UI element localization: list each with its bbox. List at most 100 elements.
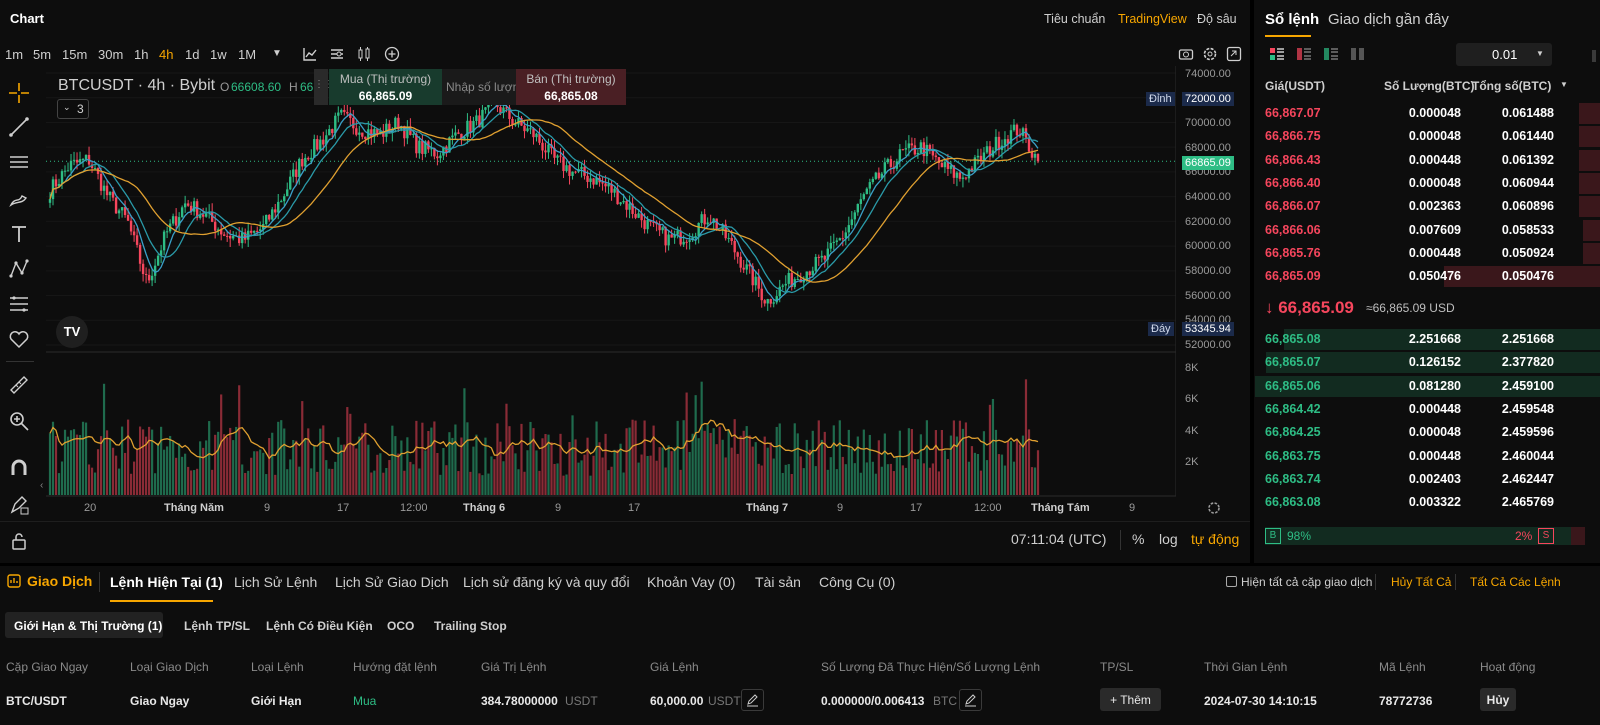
sell-market-button[interactable]: Bán (Thị trường) 66,865.08 <box>516 69 626 105</box>
bid-row[interactable]: 66,864.42 0.000448 2.459548 <box>1254 398 1600 421</box>
candle-body <box>832 241 835 243</box>
chevron-down-icon[interactable]: ▼ <box>272 48 282 59</box>
candles-icon[interactable] <box>356 46 372 62</box>
ask-row[interactable]: 66,867.07 0.000048 0.061488 <box>1254 102 1600 125</box>
camera-icon[interactable] <box>1178 46 1194 62</box>
bid-row[interactable]: 66,863.08 0.003322 2.465769 <box>1254 491 1600 514</box>
cancel-order-button[interactable]: Hủy <box>1480 688 1516 711</box>
bid-row[interactable]: 66,865.07 0.126152 2.377820 <box>1254 351 1600 374</box>
drag-handle-icon[interactable]: ⋮⋮ <box>314 69 334 105</box>
collapse-toolbar-icon[interactable]: ‹ <box>40 480 44 491</box>
settings-icon[interactable] <box>1202 46 1218 62</box>
view-depth-icon[interactable] <box>1350 46 1366 62</box>
buy-ratio-bar <box>1265 527 1579 545</box>
lock-drawing-icon[interactable] <box>6 492 32 518</box>
trendline-icon[interactable] <box>6 114 32 140</box>
precision-select[interactable]: 0.01 ▼ <box>1456 43 1552 66</box>
view-asks-icon[interactable] <box>1296 46 1312 62</box>
subtab-limit-market[interactable]: Giới Hạn & Thị Trường (1) <box>14 619 163 633</box>
text-tool-icon[interactable] <box>6 221 32 247</box>
ask-row[interactable]: 66,866.40 0.000048 0.060944 <box>1254 172 1600 195</box>
fullscreen-icon[interactable] <box>1226 46 1242 62</box>
scrollbar-thumb[interactable] <box>1592 50 1596 62</box>
horizontal-lines-icon[interactable] <box>6 149 32 175</box>
ask-row[interactable]: 66,866.43 0.000448 0.061392 <box>1254 149 1600 172</box>
timeframe-1d[interactable]: 1d <box>185 47 200 62</box>
bid-row[interactable]: 66,863.74 0.002403 2.462447 <box>1254 468 1600 491</box>
edit-qty-button[interactable] <box>959 689 982 711</box>
zoom-icon[interactable] <box>6 408 32 434</box>
ask-row[interactable]: 66,866.75 0.000048 0.061440 <box>1254 125 1600 148</box>
timeframe-1m[interactable]: 1m <box>5 47 24 62</box>
add-icon[interactable] <box>384 46 400 62</box>
candle-body <box>553 148 556 158</box>
brush-icon[interactable] <box>6 186 32 212</box>
auto-scale-toggle[interactable]: tự động <box>1191 531 1240 547</box>
tab-tools[interactable]: Công Cụ (0) <box>819 574 896 590</box>
timeframe-30m[interactable]: 30m <box>98 47 124 62</box>
chart-type-icon[interactable] <box>302 46 318 62</box>
bid-row[interactable]: 66,864.25 0.000048 2.459596 <box>1254 421 1600 444</box>
show-all-pairs-label[interactable]: Hiện tất cả cặp giao dịch <box>1241 575 1373 589</box>
mode-depth[interactable]: Độ sâu <box>1197 12 1237 26</box>
tab-orderbook[interactable]: Sổ lệnh <box>1265 11 1320 28</box>
timeframe-15m[interactable]: 15m <box>62 47 88 62</box>
tab-loans[interactable]: Khoản Vay (0) <box>647 574 736 590</box>
chevron-down-icon[interactable]: ▼ <box>1560 80 1568 89</box>
view-both-icon[interactable] <box>1269 46 1285 62</box>
bid-row[interactable]: 66,865.08 2.251668 2.251668 <box>1254 328 1600 351</box>
edit-price-button[interactable] <box>741 689 764 711</box>
indicators-icon[interactable] <box>329 46 345 62</box>
bid-row[interactable]: 66,865.06 0.081280 2.459100 <box>1254 375 1600 398</box>
magnet-icon[interactable] <box>6 455 32 481</box>
add-tpsl-button[interactable]: + Thêm <box>1100 688 1161 711</box>
ask-row[interactable]: 66,866.06 0.007609 0.058533 <box>1254 219 1600 242</box>
indicators-toggle[interactable]: ⌄ 3 <box>57 99 89 119</box>
mode-tradingview[interactable]: TradingView <box>1118 12 1187 26</box>
tab-trade-history[interactable]: Lịch Sử Giao Dịch <box>335 574 449 590</box>
timeframe-1M[interactable]: 1M <box>238 47 257 62</box>
ask-row[interactable]: 66,866.07 0.002363 0.060896 <box>1254 195 1600 218</box>
fib-icon[interactable] <box>6 291 32 317</box>
tab-assets[interactable]: Tài sản <box>755 574 801 590</box>
heart-icon[interactable] <box>6 326 32 352</box>
crosshair-icon[interactable] <box>6 80 32 106</box>
candlestick-chart[interactable] <box>46 66 1176 536</box>
subtab-conditional[interactable]: Lệnh Có Điều Kiện <box>266 619 373 633</box>
pattern-icon[interactable] <box>6 256 32 282</box>
tab-open-orders[interactable]: Lệnh Hiện Tại (1) <box>110 574 223 590</box>
timeframe-5m[interactable]: 5m <box>33 47 52 62</box>
subtab-tpsl[interactable]: Lệnh TP/SL <box>184 619 250 633</box>
log-toggle[interactable]: log <box>1159 531 1178 547</box>
show-all-pairs-checkbox[interactable] <box>1226 576 1237 587</box>
subtab-oco[interactable]: OCO <box>387 619 415 633</box>
volume-bar <box>958 420 962 495</box>
percent-toggle[interactable]: % <box>1132 531 1145 547</box>
ask-row[interactable]: 66,865.09 0.050476 0.050476 <box>1254 265 1600 288</box>
volume-bar <box>385 468 388 495</box>
timeframe-1w[interactable]: 1w <box>210 47 227 62</box>
candle-body <box>646 220 649 230</box>
tab-subscription-history[interactable]: Lịch sử đăng ký và quy đổi <box>463 574 630 590</box>
mode-standard[interactable]: Tiêu chuẩn <box>1044 12 1106 26</box>
axis-settings-icon[interactable] <box>1206 500 1222 516</box>
tradingview-logo[interactable]: TV <box>56 316 88 348</box>
quantity-input[interactable]: Nhập số lượng <box>442 69 516 105</box>
cancel-all-button[interactable]: Hủy Tất Cả <box>1391 575 1452 589</box>
timeframe-4h[interactable]: 4h <box>159 47 174 62</box>
tab-recent-trades[interactable]: Giao dịch gần đây <box>1328 11 1449 28</box>
volume-bar <box>583 454 586 495</box>
view-bids-icon[interactable] <box>1323 46 1339 62</box>
tab-order-history[interactable]: Lịch Sử Lệnh <box>234 574 318 590</box>
candle-body <box>715 218 718 230</box>
timeframe-1h[interactable]: 1h <box>134 47 149 62</box>
subtab-trailing-stop[interactable]: Trailing Stop <box>434 619 507 633</box>
candle-body <box>469 120 472 133</box>
ruler-icon[interactable] <box>6 372 32 398</box>
bid-row[interactable]: 66,863.75 0.000448 2.460044 <box>1254 445 1600 468</box>
buy-market-button[interactable]: Mua (Thị trường) 66,865.09 <box>329 69 442 105</box>
candle-body <box>697 222 700 237</box>
ask-row[interactable]: 66,865.76 0.000448 0.050924 <box>1254 242 1600 265</box>
all-orders-button[interactable]: Tất Cả Các Lệnh <box>1470 575 1561 589</box>
lock-icon[interactable] <box>6 528 32 554</box>
